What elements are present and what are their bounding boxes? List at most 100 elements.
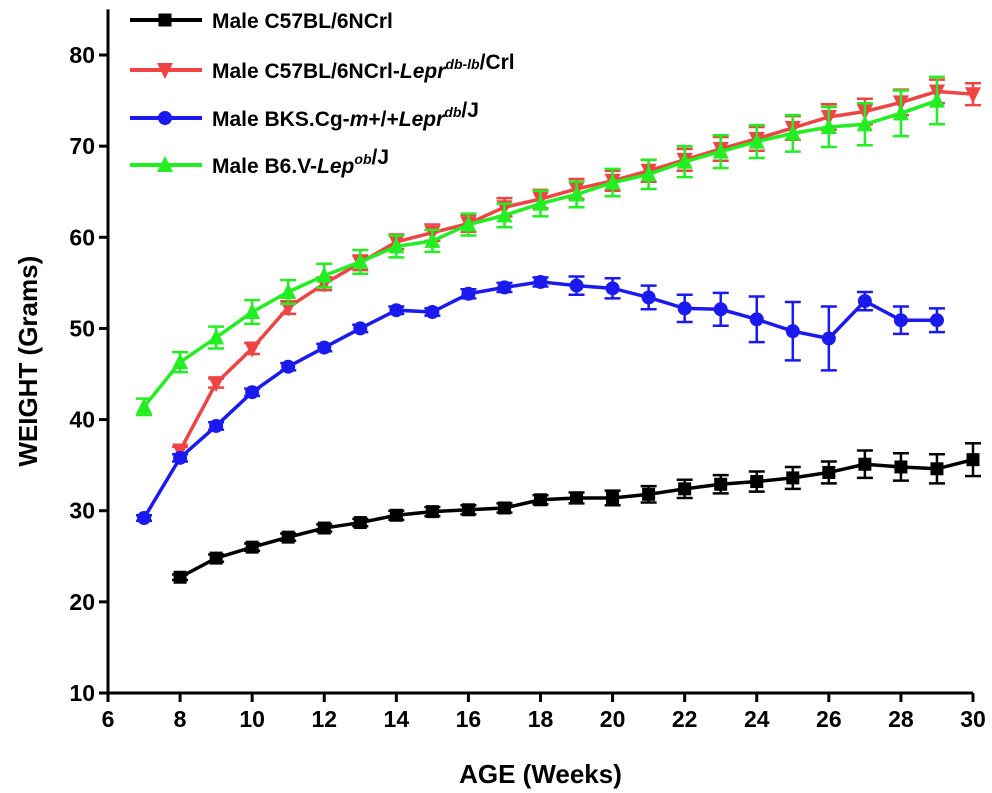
legend-swatch-marker (158, 13, 172, 27)
data-point (749, 312, 764, 327)
x-tick-label: 20 (600, 706, 626, 732)
legend-item-1: Male C57BL/6NCrl-Leprdb-lb/Crl (130, 51, 515, 83)
series-2 (136, 274, 945, 526)
legend-label: Male C57BL/6NCrl-Leprdb-lb/Crl (212, 51, 515, 83)
x-tick-label: 26 (816, 706, 842, 732)
y-tick-label: 50 (69, 315, 95, 341)
data-point (532, 194, 549, 211)
x-tick-label: 10 (239, 706, 265, 732)
y-tick-label: 60 (69, 224, 95, 250)
data-point (245, 540, 259, 554)
data-point (676, 152, 693, 169)
data-point (137, 511, 152, 526)
data-point (928, 91, 945, 108)
data-point (713, 302, 728, 317)
data-point (244, 341, 261, 358)
data-point (821, 331, 836, 346)
data-point (822, 465, 836, 479)
data-point (605, 281, 620, 296)
data-point (678, 482, 692, 496)
data-point (353, 321, 368, 336)
x-tick-label: 16 (456, 706, 482, 732)
x-tick-label: 6 (102, 706, 115, 732)
x-tick-label: 22 (672, 706, 698, 732)
data-point (425, 505, 439, 519)
data-point (570, 491, 584, 505)
series-line (178, 89, 974, 452)
legend-label: Male BKS.Cg-m+/+Leprdb/J (212, 99, 479, 131)
legend-swatch-marker (157, 63, 173, 79)
data-point (317, 521, 331, 535)
y-tick-label: 70 (69, 133, 95, 159)
x-tick-label: 30 (960, 706, 986, 732)
data-point (714, 477, 728, 491)
data-point (604, 173, 621, 190)
legend-item-3: Male B6.V-Lepob/J (130, 146, 389, 178)
data-point (173, 450, 188, 465)
x-tick-label: 18 (528, 706, 554, 732)
x-tick-label: 24 (744, 706, 770, 732)
data-point (892, 104, 909, 121)
y-axis-ticks: 10 20 30 40 50 60 70 80 (69, 42, 108, 706)
data-point (858, 457, 872, 471)
data-point (534, 493, 547, 507)
y-tick-label: 30 (69, 498, 95, 524)
x-tick-label: 28 (888, 706, 914, 732)
data-point (856, 115, 873, 132)
x-tick-label: 12 (311, 706, 337, 732)
data-point (677, 301, 692, 316)
data-point (208, 328, 225, 345)
data-point (280, 282, 297, 299)
data-point (786, 471, 800, 485)
data-point (209, 418, 224, 433)
data-point (894, 460, 908, 474)
data-point (461, 286, 476, 301)
data-point (820, 118, 837, 135)
data-point (606, 491, 620, 505)
legend-item-2: Male BKS.Cg-m+/+Leprdb/J (130, 99, 479, 131)
data-point (172, 353, 189, 370)
data-point (785, 324, 800, 339)
series-0 (172, 442, 981, 584)
data-point (640, 165, 657, 182)
x-axis-ticks: 6 8 10 12 14 16 18 20 22 24 26 28 30 (102, 693, 986, 732)
series-1 (172, 78, 981, 460)
data-point (497, 280, 512, 295)
data-point (641, 290, 656, 305)
axes: 10 20 30 40 50 60 70 80 6 8 10 12 14 16 18 20 22 24 26 28 3… (69, 9, 986, 732)
x-tick-label: 14 (384, 706, 410, 732)
series-layer (136, 75, 981, 584)
legend-swatch-marker (158, 111, 172, 125)
legend-item-0: Male C57BL/6NCrl (130, 10, 393, 33)
legend: Male C57BL/6NCrl Male C57BL/6NCrl-Leprdb-… (130, 10, 515, 178)
data-point (244, 303, 261, 320)
y-tick-label: 80 (69, 42, 95, 68)
data-point (281, 530, 295, 544)
data-point (533, 274, 548, 289)
data-point (281, 359, 296, 374)
y-tick-label: 10 (69, 680, 95, 706)
data-point (353, 516, 367, 530)
data-point (245, 385, 260, 400)
data-point (425, 305, 440, 320)
data-point (929, 313, 944, 328)
y-tick-label: 40 (69, 407, 95, 433)
series-line (142, 98, 938, 408)
series-line (142, 280, 937, 519)
y-tick-label: 20 (69, 589, 95, 615)
data-point (173, 570, 187, 584)
data-point (496, 206, 513, 223)
x-axis-title: AGE (Weeks) (459, 759, 622, 789)
data-point (461, 503, 475, 517)
series-line (179, 457, 974, 579)
data-point (460, 215, 477, 232)
y-axis-title: WEIGHT (Grams) (13, 256, 43, 467)
data-point (965, 87, 981, 104)
data-point (389, 303, 404, 318)
data-point (136, 397, 153, 414)
x-tick-label: 8 (174, 706, 187, 732)
legend-swatch-marker (157, 156, 173, 172)
data-point (497, 501, 511, 515)
data-point (388, 237, 405, 254)
